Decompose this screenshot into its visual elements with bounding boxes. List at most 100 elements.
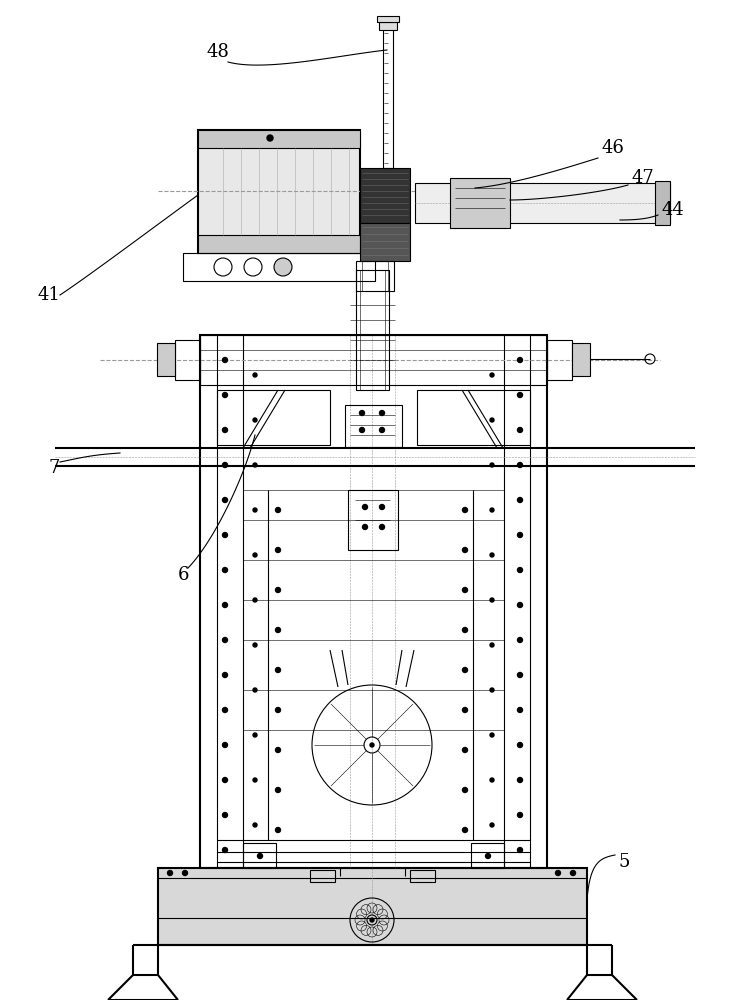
Bar: [471, 843, 504, 868]
Circle shape: [253, 418, 257, 422]
Circle shape: [253, 463, 257, 467]
Bar: [158, 868, 587, 945]
Circle shape: [253, 508, 257, 512]
Circle shape: [463, 748, 467, 752]
Circle shape: [222, 638, 228, 643]
Circle shape: [267, 135, 273, 141]
Circle shape: [379, 504, 385, 510]
Circle shape: [275, 748, 280, 752]
Circle shape: [253, 553, 257, 557]
Bar: [345, 405, 402, 447]
Circle shape: [490, 508, 494, 512]
Circle shape: [257, 854, 263, 858]
Circle shape: [222, 602, 228, 607]
Bar: [198, 130, 360, 148]
Circle shape: [518, 742, 522, 748]
Circle shape: [275, 788, 280, 792]
Bar: [217, 390, 330, 445]
Bar: [183, 253, 375, 281]
Circle shape: [518, 428, 522, 432]
Circle shape: [490, 598, 494, 602]
Circle shape: [490, 688, 494, 692]
Circle shape: [370, 743, 374, 747]
Circle shape: [275, 708, 280, 712]
Circle shape: [379, 410, 385, 416]
Circle shape: [463, 548, 467, 552]
Circle shape: [253, 643, 257, 647]
Circle shape: [370, 918, 374, 922]
Circle shape: [486, 854, 490, 858]
Circle shape: [253, 598, 257, 602]
Bar: [360, 223, 410, 261]
Circle shape: [518, 497, 522, 502]
Bar: [198, 235, 360, 253]
Bar: [348, 490, 398, 550]
Circle shape: [222, 462, 228, 468]
Circle shape: [490, 553, 494, 557]
Text: 47: 47: [631, 169, 654, 187]
Text: 46: 46: [601, 139, 624, 157]
Bar: [383, 28, 393, 168]
Text: 5: 5: [618, 853, 629, 871]
Circle shape: [556, 870, 560, 876]
Bar: [415, 183, 670, 223]
Circle shape: [463, 668, 467, 672]
Circle shape: [275, 548, 280, 552]
Circle shape: [490, 823, 494, 827]
Circle shape: [490, 373, 494, 377]
Bar: [417, 390, 530, 445]
Circle shape: [379, 524, 385, 530]
Circle shape: [222, 848, 228, 852]
Bar: [200, 335, 547, 868]
Text: 44: 44: [661, 201, 684, 219]
Circle shape: [253, 823, 257, 827]
Circle shape: [463, 828, 467, 832]
Circle shape: [359, 410, 365, 416]
Circle shape: [222, 568, 228, 572]
Circle shape: [518, 568, 522, 572]
Text: 41: 41: [38, 286, 61, 304]
Bar: [175, 340, 200, 380]
Circle shape: [253, 778, 257, 782]
Bar: [200, 335, 547, 385]
Circle shape: [222, 742, 228, 748]
Circle shape: [362, 504, 368, 510]
Text: 48: 48: [207, 43, 229, 61]
Bar: [572, 343, 590, 376]
Circle shape: [362, 524, 368, 530]
Circle shape: [275, 828, 280, 832]
Circle shape: [463, 708, 467, 712]
Circle shape: [518, 672, 522, 678]
Circle shape: [274, 258, 292, 276]
Bar: [410, 870, 435, 882]
Bar: [243, 843, 276, 868]
Circle shape: [253, 373, 257, 377]
Circle shape: [490, 643, 494, 647]
Circle shape: [222, 672, 228, 678]
Circle shape: [222, 778, 228, 782]
Bar: [198, 130, 360, 253]
Circle shape: [490, 733, 494, 737]
Bar: [450, 178, 510, 228]
Circle shape: [222, 392, 228, 397]
Bar: [655, 181, 670, 225]
Circle shape: [571, 870, 576, 876]
Circle shape: [518, 778, 522, 782]
Circle shape: [253, 688, 257, 692]
Circle shape: [182, 870, 187, 876]
Circle shape: [379, 428, 385, 432]
Circle shape: [518, 848, 522, 852]
Text: 6: 6: [178, 566, 190, 584]
Circle shape: [518, 638, 522, 643]
Circle shape: [222, 532, 228, 538]
Text: 7: 7: [48, 459, 60, 477]
Circle shape: [222, 497, 228, 502]
Bar: [379, 22, 397, 30]
Circle shape: [518, 392, 522, 397]
Circle shape: [463, 628, 467, 633]
Circle shape: [275, 668, 280, 672]
Circle shape: [463, 508, 467, 512]
Bar: [356, 270, 389, 390]
Circle shape: [490, 418, 494, 422]
Circle shape: [490, 778, 494, 782]
